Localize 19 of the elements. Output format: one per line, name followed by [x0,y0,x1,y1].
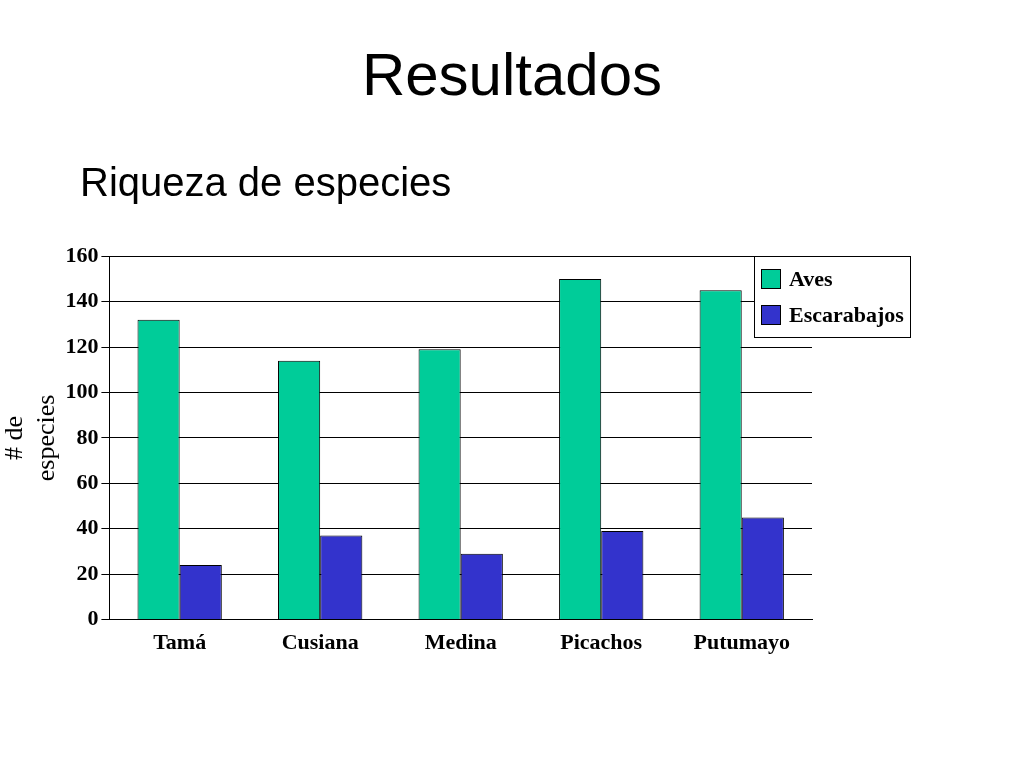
x-tick-label: Cusiana [281,629,359,655]
legend-label: Escarabajos [788,301,904,330]
y-tick-label: 0 [87,605,99,631]
y-tick-label: 140 [65,287,99,313]
y-tick-label: 60 [76,469,99,495]
y-tick-label: 80 [76,423,99,449]
x-tick-label: Medina [424,629,497,655]
y-tick-label: 160 [65,241,99,267]
x-tick-label: Picachos [560,629,643,655]
y-tick-label: 20 [76,559,99,585]
y-tick-label: 100 [65,378,99,404]
y-axis-title: # de especies [0,394,60,482]
y-tick-label: 40 [76,514,99,540]
chart-title: Resultados [360,40,664,109]
y-tick-label: 120 [65,332,99,358]
x-tick-label: Putumayo [693,629,791,655]
chart-subtitle: Riqueza de especies [80,160,452,205]
x-tick-label: Tamá [153,629,207,655]
legend-label: Aves [788,265,834,294]
